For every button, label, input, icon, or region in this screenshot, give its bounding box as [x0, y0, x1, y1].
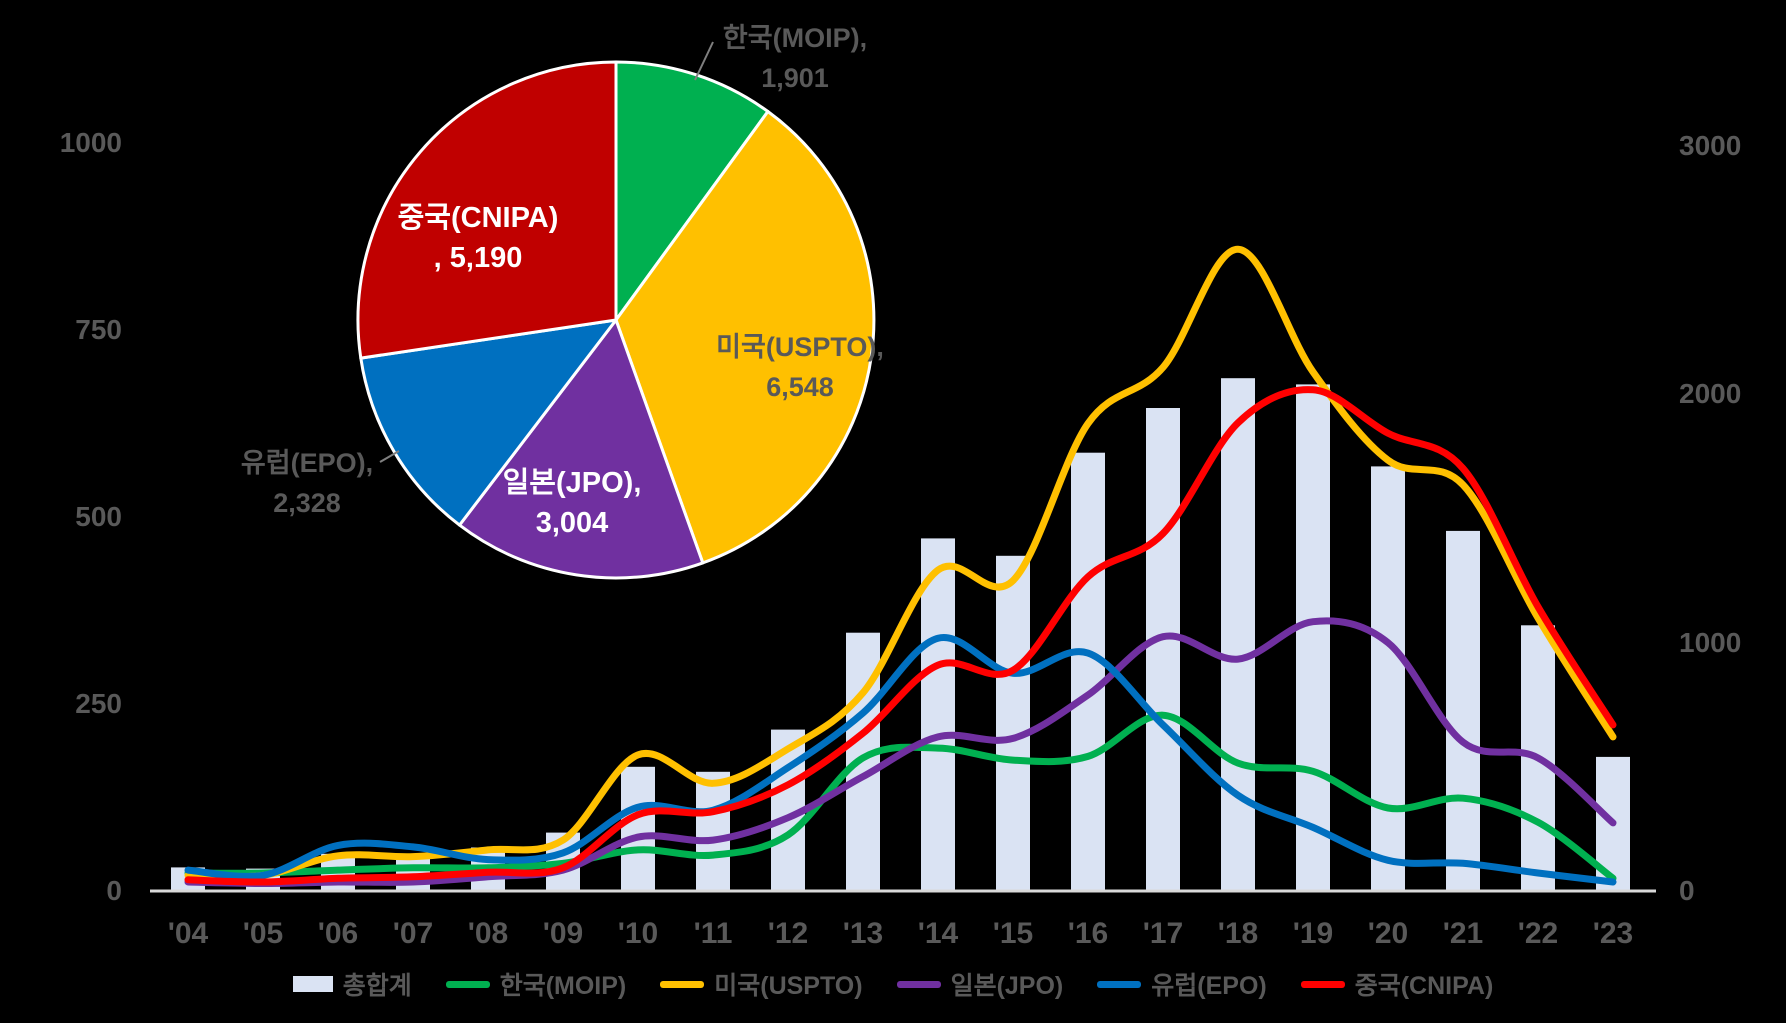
left-axis-tick-500: 500: [75, 501, 122, 532]
legend-label-china: 중국(CNIPA): [1354, 972, 1494, 1000]
pie-slice-usa: [614, 110, 876, 565]
x-axis-label-20: '20: [1367, 917, 1409, 950]
bar-total-18: [1221, 378, 1255, 891]
bar-total-20: [1371, 466, 1405, 891]
legend-marker-china: [1300, 980, 1345, 988]
pie-label-usa-line2: 6,548: [766, 372, 834, 402]
x-axis-label-16: '16: [1067, 917, 1109, 950]
x-axis-label-06: '06: [317, 917, 359, 950]
left-axis-tick-0: 0: [106, 875, 122, 906]
pie-label-china-line2: , 5,190: [433, 242, 523, 274]
pie-label-korea-line1: 한국(MOIP),: [722, 23, 868, 53]
legend-item-korea: 한국(MOIP): [445, 966, 627, 1002]
pie-label-europe-line1: 유럽(EPO),: [240, 448, 374, 478]
pie-label-china-line1: 중국(CNIPA): [397, 202, 559, 234]
pie-label-japan: 일본(JPO), 3,004: [503, 463, 642, 543]
right-axis-tick-2000: 2000: [1679, 378, 1742, 410]
legend-marker-total: [292, 976, 333, 992]
bar-total-14: [921, 538, 955, 891]
line-usa: [184, 245, 1617, 881]
pie-label-usa-line1: 미국(USPTO),: [716, 332, 884, 362]
legend-label-japan: 일본(JPO): [950, 972, 1064, 1000]
pie-leader-line-europe: [379, 450, 400, 463]
pie-label-europe-line2: 2,328: [273, 488, 341, 518]
x-axis-label-05: '05: [242, 917, 284, 950]
pie-slice-korea: [614, 60, 770, 322]
legend-marker-usa: [660, 980, 705, 988]
bar-total-15: [996, 555, 1030, 892]
legend-item-europe: 유럽(EPO): [1097, 966, 1267, 1002]
legend-item-usa: 미국(USPTO): [660, 966, 863, 1002]
bar-total-11: [696, 771, 730, 891]
x-axis-label-15: '15: [992, 917, 1034, 950]
pie-label-europe: 유럽(EPO), 2,328: [241, 443, 373, 523]
bar-total-16: [1071, 452, 1105, 891]
legend-item-china: 중국(CNIPA): [1300, 966, 1494, 1002]
pie-label-korea: 한국(MOIP), 1,901: [723, 18, 867, 98]
legend-label-usa: 미국(USPTO): [714, 972, 863, 1000]
bar-total-17: [1146, 408, 1180, 891]
x-axis-label-09: '09: [542, 917, 584, 950]
bar-total-19: [1296, 384, 1330, 891]
legend-marker-europe: [1097, 980, 1142, 988]
x-axis-label-12: '12: [767, 917, 809, 950]
legend-marker-japan: [896, 980, 941, 988]
x-axis-label-10: '10: [617, 917, 659, 950]
left-axis-tick-1000: 1000: [59, 127, 122, 158]
left-axis-tick-750: 750: [75, 314, 122, 345]
x-axis-label-22: '22: [1517, 917, 1559, 950]
pie-leader-line-korea: [694, 41, 714, 81]
bar-total-10: [621, 766, 655, 891]
pie-label-korea-line2: 1,901: [761, 63, 829, 93]
x-axis-label-07: '07: [392, 917, 434, 950]
pie-label-usa: 미국(USPTO), 6,548: [716, 327, 884, 407]
pie-label-china: 중국(CNIPA) , 5,190: [398, 198, 559, 278]
legend-item-total: 총합계: [292, 966, 412, 1002]
pie-slice-europe: [359, 318, 618, 527]
x-axis-label-13: '13: [842, 917, 884, 950]
legend-marker-korea: [445, 980, 490, 988]
x-axis-label-21: '21: [1442, 917, 1484, 950]
legend-item-japan: 일본(JPO): [896, 966, 1064, 1002]
x-axis-label-14: '14: [917, 917, 959, 950]
left-axis-tick-250: 250: [75, 688, 122, 719]
pie-label-japan-line2: 3,004: [535, 507, 609, 539]
right-axis-tick-3000: 3000: [1679, 130, 1742, 161]
bar-total-21: [1446, 530, 1480, 891]
legend-label-europe: 유럽(EPO): [1151, 972, 1267, 1000]
line-japan: [184, 617, 1617, 887]
x-axis-label-11: '11: [693, 917, 733, 950]
pie-label-japan-line1: 일본(JPO),: [502, 467, 642, 499]
right-axis-tick-1000: 1000: [1679, 626, 1742, 658]
line-europe: [184, 634, 1617, 886]
x-axis-label-18: '18: [1217, 917, 1259, 950]
line-china: [184, 386, 1617, 886]
pie-slice-china: [356, 60, 618, 360]
right-axis-tick-0: 0: [1679, 875, 1695, 906]
legend-label-total: 총합계: [342, 972, 412, 1000]
x-axis-label-04: '04: [167, 917, 209, 950]
legend-label-korea: 한국(MOIP): [499, 972, 627, 1000]
x-axis-label-08: '08: [467, 917, 509, 950]
x-axis-label-17: '17: [1142, 917, 1184, 950]
pie-slice-japan: [458, 318, 705, 580]
chart-legend: 총합계 한국(MOIP) 미국(USPTO) 일본(JPO) 유럽(EPO) 중국(CNI…: [0, 966, 1786, 1002]
x-axis-label-23: '23: [1592, 917, 1634, 950]
x-axis-label-19: '19: [1292, 917, 1334, 950]
